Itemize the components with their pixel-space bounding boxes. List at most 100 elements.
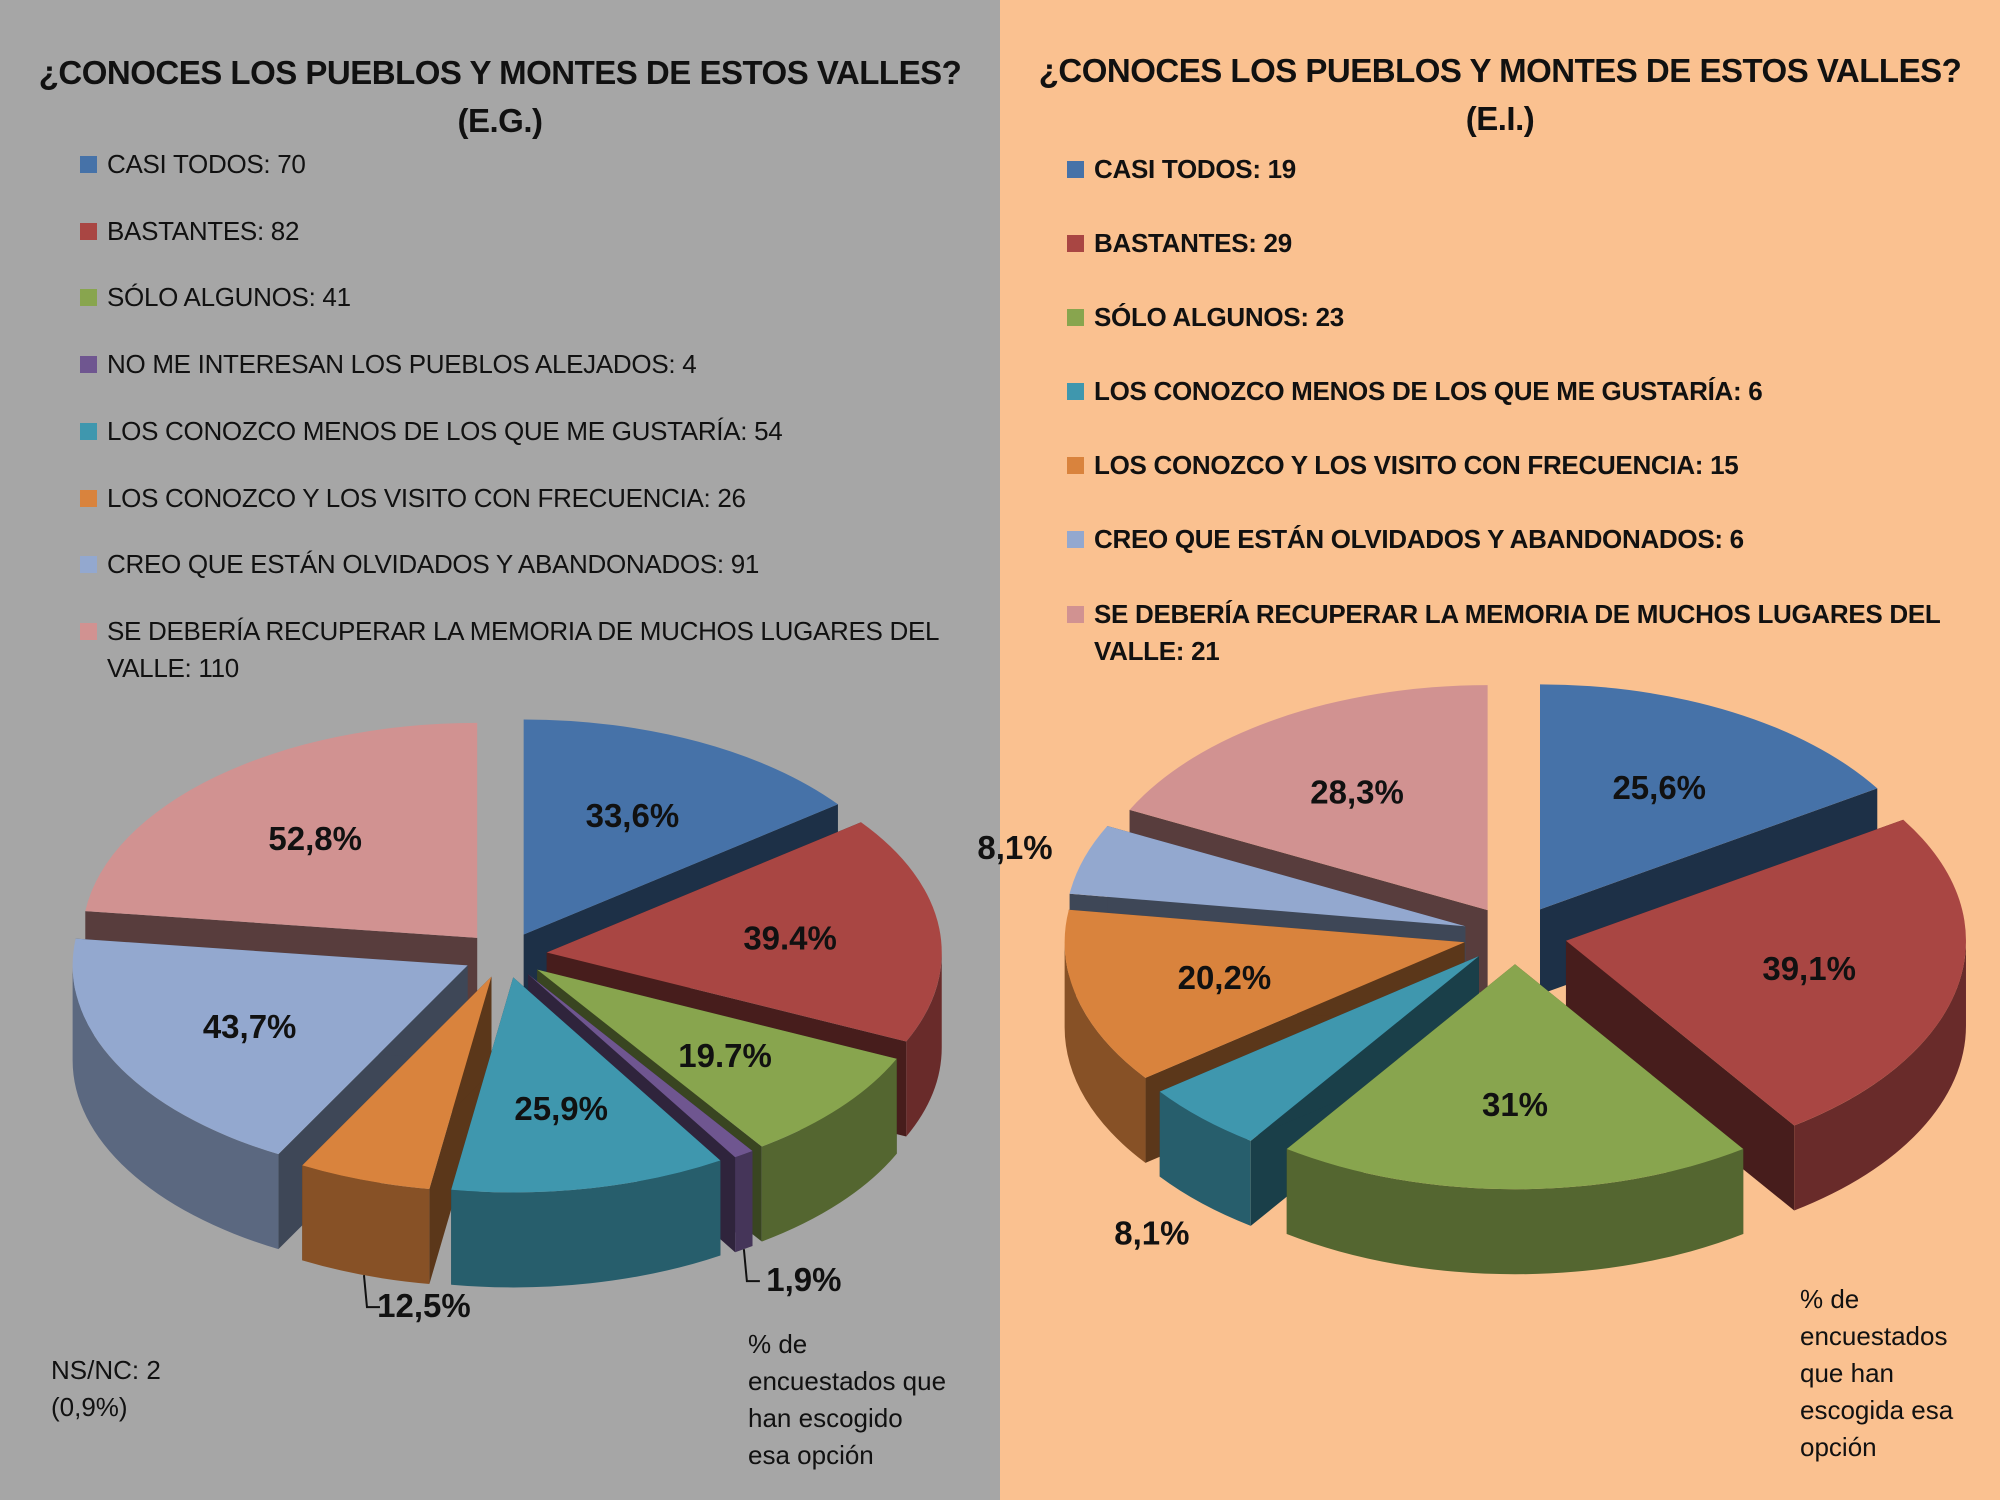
slice-side <box>761 1058 897 1242</box>
data-label: 28,3% <box>1310 774 1404 811</box>
data-label: 33,6% <box>586 797 680 834</box>
slice-top <box>1064 909 1465 1078</box>
legend-label: CASI TODOS: 70 <box>107 149 306 179</box>
data-label: 25,6% <box>1612 769 1706 806</box>
slice-side <box>1794 940 1966 1211</box>
legend-item: LOS CONOZCO MENOS DE LOS QUE ME GUSTARÍA… <box>1067 373 1974 410</box>
chart-subtitle: (E.G.) <box>457 102 544 139</box>
legend-swatch <box>1067 161 1084 178</box>
data-label: 20,2% <box>1178 959 1272 996</box>
nsnc-note: NS/NC: 2 (0,9%) <box>51 1352 161 1426</box>
data-label: 52,8% <box>268 820 362 857</box>
slice-top <box>537 969 897 1147</box>
legend-label: LOS CONOZCO Y LOS VISITO CON FRECUENCIA:… <box>107 483 746 513</box>
slice-top <box>527 974 753 1158</box>
slice-top <box>1540 684 1878 910</box>
slice-top <box>1129 685 1488 911</box>
note-line: han escogido <box>748 1403 903 1433</box>
nsnc-line: (0,9%) <box>51 1392 128 1422</box>
pie-chart-1: 25,6% 39,1% 31% 8,1% 20,2% 8,1% 28,3% <box>977 684 1966 1275</box>
note-line: escogida esa <box>1800 1395 1954 1425</box>
slice-top <box>1069 825 1466 927</box>
legend-label: SÓLO ALGUNOS: 23 <box>1094 302 1344 332</box>
pie-chart-0: 33,6% 39.4% 19.7% 1,9% 25,9% 12,5% 43,7% 52,8% <box>72 719 942 1324</box>
data-label: 12,5% <box>377 1287 471 1324</box>
legend-swatch <box>80 223 97 240</box>
note-line: opción <box>1800 1432 1877 1462</box>
slice-side <box>735 1151 753 1253</box>
legend-swatch <box>1067 309 1084 326</box>
slice-top <box>72 938 468 1155</box>
data-label: 1,9% <box>766 1261 841 1298</box>
slice-side <box>302 1165 430 1284</box>
pie-slice <box>302 976 492 1284</box>
legend-item: SE DEBERÍA RECUPERAR LA MEMORIA DE MUCHO… <box>1067 596 1974 670</box>
legend-item: CREO QUE ESTÁN OLVIDADOS Y ABANDONADOS: … <box>80 546 987 583</box>
legend-item: CASI TODOS: 70 <box>80 146 987 183</box>
legend-item: CASI TODOS: 19 <box>1067 151 1974 188</box>
nsnc-line: NS/NC: 2 <box>51 1355 161 1385</box>
slice-side <box>451 1160 721 1288</box>
slice-top <box>85 722 478 938</box>
slice-top <box>451 977 721 1193</box>
slice-top <box>302 976 492 1189</box>
pie-slice <box>451 977 721 1288</box>
data-label: 31% <box>1482 1086 1548 1123</box>
data-label: 39.4% <box>743 920 837 957</box>
legend-item: NO ME INTERESAN LOS PUEBLOS ALEJADOS: 4 <box>80 346 987 383</box>
legend-swatch <box>80 423 97 440</box>
leader-line <box>362 1275 380 1309</box>
data-label: 39,1% <box>1762 950 1856 987</box>
legend-item: LOS CONOZCO MENOS DE LOS QUE ME GUSTARÍA… <box>80 413 987 450</box>
leader-line <box>742 1249 760 1283</box>
pie-slice <box>1565 819 1966 1211</box>
legend-swatch <box>1067 531 1084 548</box>
note-line: esa opción <box>748 1440 874 1470</box>
legend-swatch <box>1067 383 1084 400</box>
legend-swatch <box>80 623 97 640</box>
note-line: % de <box>748 1329 808 1359</box>
slice-side <box>906 952 942 1137</box>
data-label: 8,1% <box>977 829 1052 866</box>
legend-label: BASTANTES: 82 <box>107 216 300 246</box>
data-label: 25,9% <box>514 1090 608 1127</box>
percent-note: % de encuestados que han escogida esa opción <box>1800 1281 1953 1466</box>
legend-label: LOS CONOZCO Y LOS VISITO CON FRECUENCIA:… <box>1094 450 1739 480</box>
slice-top <box>523 719 838 935</box>
legend-item: BASTANTES: 82 <box>80 213 987 250</box>
legend-label: BASTANTES: 29 <box>1094 228 1292 258</box>
percent-note: % de encuestados que han escogido esa opció… <box>748 1326 946 1474</box>
legend-label: SÓLO ALGUNOS: 41 <box>107 282 351 312</box>
legend-swatch <box>1067 457 1084 474</box>
legend-label: CREO QUE ESTÁN OLVIDADOS Y ABANDONADOS: … <box>107 549 760 579</box>
slice-top <box>1565 819 1966 1126</box>
chart-title: ¿CONOCES LOS PUEBLOS Y MONTES DE ESTOS V… <box>1038 52 1962 89</box>
slice-wall <box>1565 940 1795 1211</box>
legend-swatch <box>80 289 97 306</box>
note-line: que han <box>1800 1358 1894 1388</box>
legend-label: CASI TODOS: 19 <box>1094 154 1296 184</box>
note-line: % de <box>1800 1284 1860 1314</box>
legend-label: CREO QUE ESTÁN OLVIDADOS Y ABANDONADOS: … <box>1094 524 1744 554</box>
legend-label: SE DEBERÍA RECUPERAR LA MEMORIA DE MUCHO… <box>1094 599 1941 666</box>
legend-item: SE DEBERÍA RECUPERAR LA MEMORIA DE MUCHO… <box>80 613 987 687</box>
slice-side <box>1064 942 1146 1163</box>
legend-label: LOS CONOZCO MENOS DE LOS QUE ME GUSTARÍA… <box>107 416 783 446</box>
chart-title: ¿CONOCES LOS PUEBLOS Y MONTES DE ESTOS V… <box>38 54 962 91</box>
legend-swatch <box>1067 235 1084 252</box>
data-label: 43,7% <box>203 1008 297 1045</box>
slice-side <box>72 965 279 1250</box>
legend-label: NO ME INTERESAN LOS PUEBLOS ALEJADOS: 4 <box>107 349 697 379</box>
legend-label: LOS CONOZCO MENOS DE LOS QUE ME GUSTARÍA… <box>1094 376 1763 406</box>
legend-item: LOS CONOZCO Y LOS VISITO CON FRECUENCIA:… <box>1067 447 1974 484</box>
legend-item: CREO QUE ESTÁN OLVIDADOS Y ABANDONADOS: … <box>1067 521 1974 558</box>
legend-item: SÓLO ALGUNOS: 41 <box>80 279 987 316</box>
legend-swatch <box>1067 606 1084 623</box>
slice-top <box>546 822 942 1042</box>
slice-side <box>1286 1149 1744 1275</box>
legend-swatch <box>80 356 97 373</box>
legend-item: BASTANTES: 29 <box>1067 225 1974 262</box>
pie-slice <box>1286 964 1744 1275</box>
legend-label: SE DEBERÍA RECUPERAR LA MEMORIA DE MUCHO… <box>107 616 939 683</box>
